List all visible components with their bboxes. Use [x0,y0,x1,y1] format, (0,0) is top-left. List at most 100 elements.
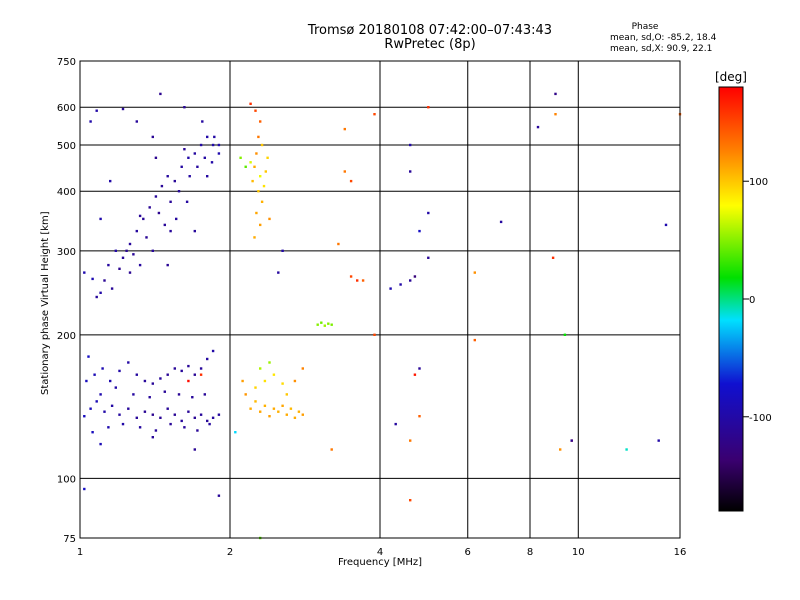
data-point [356,279,359,282]
data-point [418,415,421,418]
y-tick-label: 200 [57,331,76,342]
data-point [323,324,326,327]
data-point [138,426,142,429]
data-point [199,373,203,376]
x-tick-label: 1 [77,547,83,558]
data-point [281,382,284,385]
data-point [128,271,132,274]
data-point [293,379,297,383]
data-point [281,249,284,252]
grid-lines [80,61,680,538]
data-point [263,379,267,383]
data-point [554,113,557,116]
data-point [187,379,190,383]
data-point [180,165,183,168]
data-point [103,279,106,282]
data-point [187,156,190,159]
data-point [260,143,264,147]
data-point [206,357,209,361]
colorbar-ticks: 100 0 -100 [743,177,772,424]
data-point [418,367,421,370]
data-point [89,120,92,123]
data-point [121,107,125,111]
data-point [135,373,138,376]
data-point [99,217,102,221]
data-point [118,369,121,373]
data-point [196,429,199,432]
data-point [138,214,142,218]
data-point [193,229,196,233]
data-point [277,410,280,413]
data-point [418,229,421,233]
data-point [159,416,162,419]
colorbar-tick-label: 100 [749,177,768,188]
data-point [268,217,271,221]
data-point [199,143,203,147]
colorbar-unit-label: [deg] [715,70,747,84]
data-point [536,125,540,129]
data-point [177,190,181,193]
data-point [349,179,353,183]
data-point [343,127,346,131]
data-point [169,422,172,426]
data-point [183,106,186,109]
data-point [268,361,271,364]
data-point [427,211,430,215]
data-point [127,407,130,410]
data-point [657,439,660,442]
data-point [249,102,252,105]
data-point [173,367,176,370]
y-tick-label: 500 [57,141,76,152]
data-point [268,415,271,418]
data-point [361,279,365,282]
data-point [473,271,476,274]
x-tick-label: 16 [674,547,687,558]
data-point [413,275,417,278]
data-point [91,277,94,281]
plot-frame [79,60,681,539]
data-point [277,271,280,274]
x-tick-label: 8 [527,547,533,558]
data-point [217,143,221,147]
data-point [199,367,203,370]
data-point [473,338,476,342]
data-point [180,369,183,373]
data-point [255,211,258,215]
data-point [127,361,130,364]
data-point [121,256,125,259]
data-point [154,195,158,198]
data-point [101,367,104,370]
data-point [154,156,158,159]
data-point [151,135,154,139]
data-point [249,161,252,164]
data-point [109,179,112,183]
data-point [87,355,90,358]
chart-title-line-1: Tromsø 20180108 07:42:00–07:43:43 [307,23,553,38]
data-point [107,426,110,429]
data-point [259,175,262,178]
data-point [91,431,94,434]
data-point [196,165,199,168]
data-point [409,439,412,442]
y-tick-label: 75 [63,534,76,545]
data-point [173,179,176,183]
data-point [244,393,247,396]
data-point [210,161,214,164]
data-point [93,373,96,376]
data-point [551,256,555,259]
data-point [151,413,154,416]
data-point [320,321,323,324]
data-point [193,152,196,155]
data-point [272,407,276,410]
data-point [244,165,247,168]
data-point [563,333,567,336]
data-point [409,170,412,173]
data-point [159,377,162,380]
y-tick-label: 100 [57,474,76,485]
data-point [118,413,121,416]
data-point [114,386,117,389]
y-tick-label: 600 [57,103,76,114]
data-point [285,393,288,396]
data-point [193,448,196,451]
data-point [206,175,209,178]
